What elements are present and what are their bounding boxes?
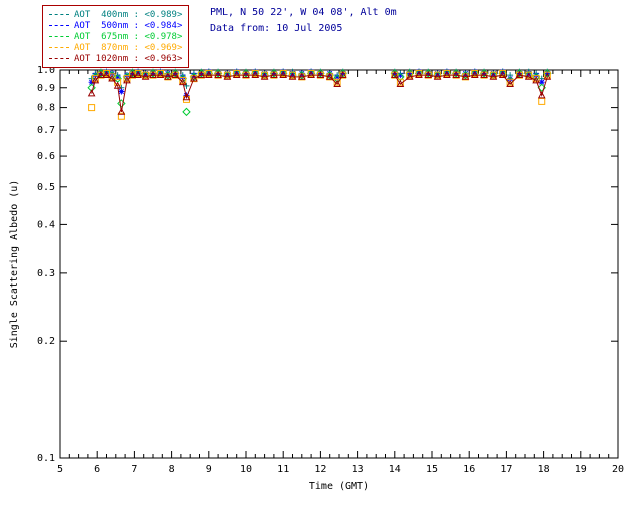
legend-line-sample	[49, 47, 69, 48]
x-tick-label: 18	[538, 464, 550, 475]
y-tick-label: 0.4	[37, 219, 55, 230]
y-tick-label: 0.7	[37, 125, 55, 136]
legend-item: AOT 400nm : <0.989>	[49, 9, 182, 20]
x-tick-label: 14	[389, 464, 401, 475]
legend-line-sample	[49, 36, 69, 37]
x-tick-label: 12	[314, 464, 326, 475]
legend-item: AOT 1020nm : <0.963>	[49, 53, 182, 64]
site-info-text: PML, N 50 22', W 04 08', Alt 0m	[210, 7, 397, 18]
x-tick-label: 13	[352, 464, 364, 475]
date-info-text: Data from: 10 Jul 2005	[210, 23, 343, 34]
x-tick-label: 17	[500, 464, 512, 475]
x-tick-label: 19	[575, 464, 587, 475]
legend-line-sample	[49, 25, 69, 26]
x-tick-label: 11	[277, 464, 289, 475]
y-tick-label: 0.6	[37, 151, 55, 162]
y-tick-label: 0.3	[37, 268, 55, 279]
x-tick-label: 10	[240, 464, 252, 475]
x-tick-label: 5	[57, 464, 63, 475]
legend-item-label: AOT 400nm : <0.989>	[74, 9, 183, 20]
x-tick-label: 7	[131, 464, 137, 475]
legend-item: AOT 500nm : <0.984>	[49, 20, 182, 31]
x-tick-label: 15	[426, 464, 438, 475]
plot-box	[59, 69, 619, 459]
y-axis: 1.0 0.9 0.8 0.7 0.6 0.5 0.4 0.3 0.2 0.1	[37, 65, 618, 464]
y-tick-label: 0.2	[37, 336, 55, 347]
y-axis-title: Single Scattering Albedo (u)	[9, 180, 20, 349]
legend-item-label: AOT 500nm : <0.984>	[74, 20, 183, 31]
series-line	[91, 74, 548, 112]
y-tick-label: 0.1	[37, 453, 55, 464]
x-tick-label: 6	[94, 464, 100, 475]
legend-item: AOT 870nm : <0.969>	[49, 42, 182, 53]
legend-item: AOT 675nm : <0.978>	[49, 31, 182, 42]
series-aot-1020nm	[87, 70, 552, 115]
x-tick-label: 20	[612, 464, 624, 475]
x-axis-title: Time (GMT)	[309, 481, 369, 492]
y-tick-label: 1.0	[37, 65, 55, 76]
y-tick-label: 0.8	[37, 103, 55, 114]
legend-line-sample	[49, 58, 69, 59]
legend-box: AOT 400nm : <0.989> AOT 500nm : <0.984> AO…	[42, 5, 190, 68]
x-tick-label: 9	[206, 464, 212, 475]
x-tick-label: 16	[463, 464, 475, 475]
y-tick-label: 0.5	[37, 182, 55, 193]
x-tick-label: 8	[169, 464, 175, 475]
legend-item-label: AOT 870nm : <0.969>	[74, 42, 183, 53]
y-tick-label: 0.9	[37, 83, 55, 94]
x-axis: 5 6 7 8 9 10 11 12 13 14 15 16 17 18 19 20	[57, 70, 624, 475]
legend-line-sample	[49, 14, 69, 15]
legend-item-label: AOT 675nm : <0.978>	[74, 31, 183, 42]
legend-item-label: AOT 1020nm : <0.963>	[74, 53, 183, 64]
